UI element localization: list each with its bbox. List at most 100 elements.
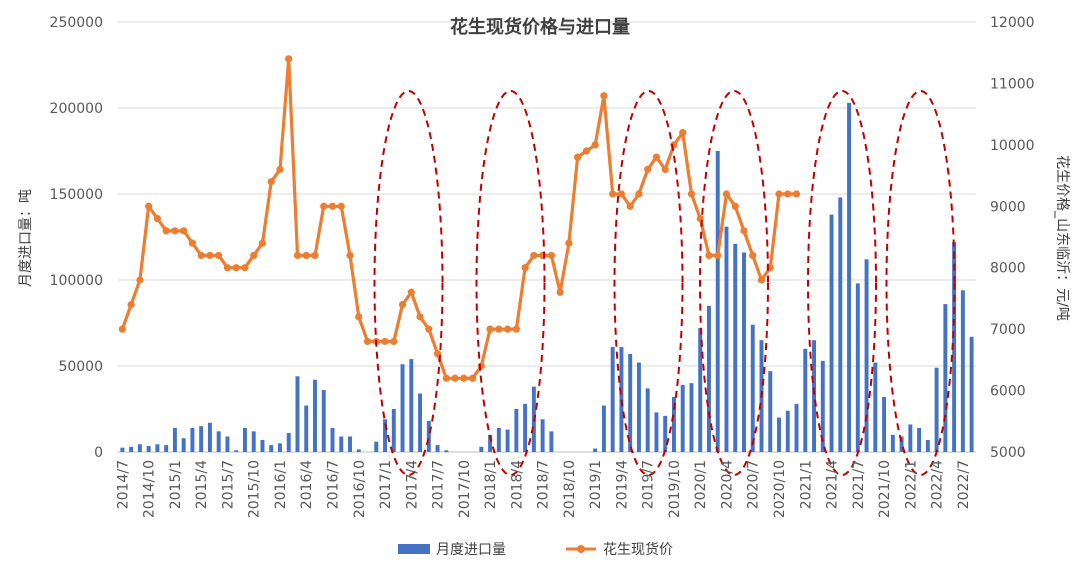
import-bar: [321, 390, 326, 452]
price-point: [241, 264, 249, 272]
price-point: [232, 264, 240, 272]
x-tick-label: 2016/1: [273, 460, 289, 509]
price-point: [749, 251, 757, 260]
import-bar: [181, 438, 186, 452]
price-point: [705, 251, 713, 260]
chart-title: 花生现货价格与进口量: [450, 16, 630, 38]
x-tick-label: 2014/10: [142, 460, 158, 518]
import-bar: [313, 379, 317, 452]
left-tick-label: 0: [94, 445, 103, 461]
import-bar: [164, 445, 169, 452]
import-bar: [820, 360, 825, 452]
x-tick-label: 2020/10: [772, 460, 788, 518]
price-point: [381, 337, 389, 346]
bars-layer: [120, 102, 974, 452]
price-point: [311, 251, 319, 260]
price-point: [687, 190, 696, 198]
price-point: [775, 190, 783, 198]
left-tick-label: 250000: [50, 15, 103, 31]
dashed-ellipse: [613, 90, 684, 476]
import-bar: [295, 376, 300, 452]
price-point: [565, 239, 573, 247]
import-bar: [610, 347, 615, 452]
price-point: [171, 227, 179, 235]
price-point: [600, 92, 608, 100]
import-bar: [496, 427, 501, 452]
import-bar: [838, 197, 843, 452]
price-point: [591, 141, 599, 149]
x-tick-label: 2019/10: [667, 460, 683, 518]
import-bar: [426, 421, 431, 452]
import-bar: [689, 383, 694, 452]
x-tick-label: 2018/7: [536, 460, 552, 509]
price-point: [661, 165, 669, 174]
import-bar: [540, 419, 545, 452]
import-bar: [742, 252, 746, 452]
import-bar: [444, 450, 449, 452]
import-bar: [960, 290, 965, 452]
price-point: [162, 227, 170, 235]
price-point: [355, 313, 363, 321]
import-bar: [374, 441, 379, 452]
price-point: [416, 313, 424, 321]
import-bar: [234, 450, 239, 452]
price-point: [451, 374, 459, 382]
right-tick-label: 7000: [990, 322, 1026, 338]
right-tick-label: 10000: [990, 138, 1035, 154]
price-point: [556, 288, 564, 296]
price-point: [145, 202, 153, 210]
left-tick-label: 100000: [50, 273, 103, 289]
import-bar: [812, 340, 817, 452]
price-point: [267, 178, 275, 186]
price-point: [337, 202, 345, 210]
import-bar: [549, 431, 554, 452]
right-tick-label: 12000: [990, 15, 1035, 31]
import-bar: [698, 328, 703, 452]
price-point: [731, 202, 739, 210]
import-bar: [671, 396, 676, 452]
price-point: [477, 362, 485, 370]
right-tick-label: 9000: [990, 199, 1026, 215]
price-point: [188, 239, 197, 247]
legend-line-marker: [577, 545, 585, 553]
price-point: [302, 251, 310, 260]
price-point: [574, 153, 582, 161]
price-point: [118, 325, 126, 333]
import-bar: [899, 436, 904, 452]
import-bar: [943, 304, 948, 452]
import-bar: [251, 431, 256, 452]
x-tick-label: 2019/7: [641, 460, 657, 509]
import-bar: [908, 424, 913, 452]
price-point: [442, 374, 450, 382]
import-bar: [619, 347, 624, 452]
price-point: [486, 325, 494, 333]
import-bar: [330, 427, 335, 452]
price-point: [644, 165, 652, 174]
x-tick-label: 2020/7: [746, 460, 762, 509]
price-point: [521, 264, 529, 272]
price-point: [425, 325, 433, 333]
ticks-layer: 0 50000 100000 150000 200000 250000 5000 6000 70…: [50, 15, 1035, 518]
import-bar: [435, 445, 440, 452]
dashed-ellipse: [885, 90, 956, 476]
import-bar: [663, 415, 668, 452]
import-bar: [190, 427, 195, 452]
import-bar: [356, 449, 361, 452]
price-point: [495, 325, 503, 333]
import-bar: [680, 384, 685, 452]
import-bar: [768, 371, 773, 452]
price-line: [120, 57, 797, 380]
price-point: [258, 239, 267, 247]
import-bar: [339, 436, 344, 452]
price-point: [609, 190, 617, 198]
x-tick-label: 2022/4: [930, 460, 946, 509]
import-bar: [207, 422, 212, 452]
import-bar: [137, 444, 142, 452]
dashed-ellipse: [475, 90, 546, 476]
x-tick-label: 2019/4: [614, 460, 630, 509]
import-bar: [847, 102, 852, 452]
price-point: [328, 202, 337, 210]
import-bar: [304, 405, 309, 452]
x-tick-label: 2016/4: [299, 460, 315, 509]
x-tick-label: 2017/1: [378, 460, 394, 509]
